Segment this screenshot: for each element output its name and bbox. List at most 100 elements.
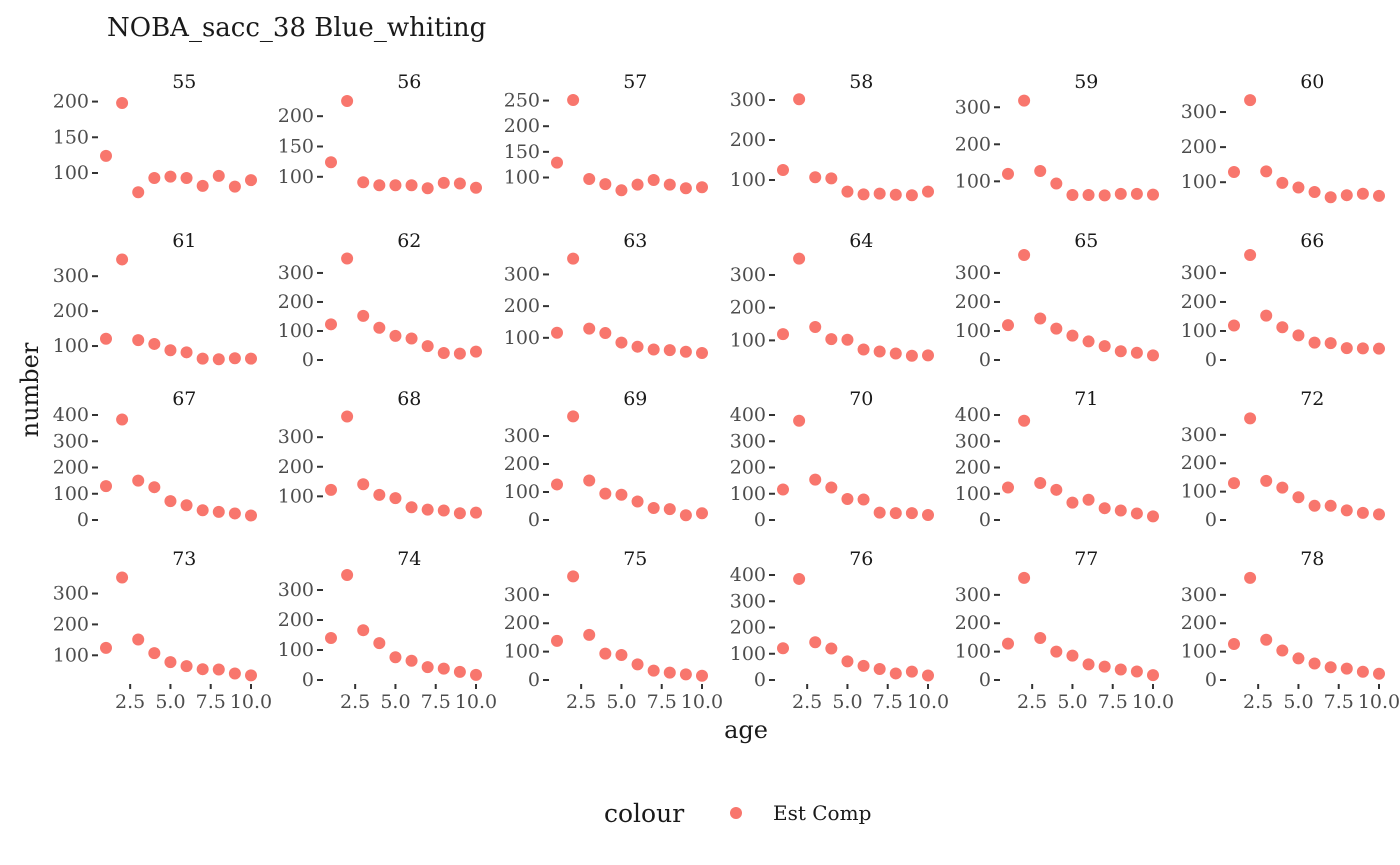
data-point <box>696 347 708 360</box>
facet-panel-63: 63 100 200 300 <box>504 230 708 360</box>
facet-strip-label: 62 <box>397 230 421 252</box>
data-point <box>1082 493 1095 506</box>
data-point <box>180 660 193 673</box>
y-tick-label: 300 <box>278 262 314 284</box>
y-tick-label: 0 <box>1205 509 1217 531</box>
data-point <box>793 93 806 106</box>
data-point <box>1082 335 1095 348</box>
data-point <box>212 353 225 366</box>
y-tick-label: 300 <box>730 89 766 111</box>
data-point <box>825 481 838 494</box>
x-tick-label: 2.5 <box>792 691 822 713</box>
data-point <box>405 501 418 514</box>
y-tick-label: 200 <box>955 133 991 155</box>
data-point <box>180 346 193 359</box>
y-tick-label: 100 <box>1181 641 1217 663</box>
data-point <box>1082 658 1095 671</box>
y-tick-label: 100 <box>955 483 991 505</box>
data-point <box>148 337 161 350</box>
facet-panel-77: 77 0 100 200 300 2.5 5.0 7.5 10.0 <box>955 548 1174 713</box>
data-point <box>389 492 402 505</box>
data-point <box>1260 309 1273 322</box>
data-point <box>405 179 418 192</box>
facet-strip-label: 57 <box>623 71 647 93</box>
legend: colour Est Comp <box>604 799 871 828</box>
y-tick-label: 100 <box>278 639 314 661</box>
data-point <box>873 345 886 358</box>
facet-panel-68: 68 100 200 300 <box>278 388 482 520</box>
data-point <box>421 503 434 516</box>
data-point <box>857 188 870 201</box>
data-point <box>1098 502 1111 515</box>
facet-panel-64: 64 100 200 300 <box>730 230 934 362</box>
y-tick-label: 400 <box>53 404 89 426</box>
data-point <box>245 352 257 365</box>
y-tick-label: 300 <box>504 425 540 447</box>
data-point <box>1018 94 1031 107</box>
data-point <box>1276 176 1289 189</box>
data-point <box>696 669 708 682</box>
y-tick-label: 200 <box>53 457 89 479</box>
facet-strip-label: 78 <box>1300 548 1324 570</box>
data-point <box>1356 506 1369 519</box>
y-tick-label: 0 <box>302 669 314 691</box>
data-point <box>631 658 644 671</box>
data-point <box>551 634 563 647</box>
data-point <box>809 320 822 333</box>
data-point <box>1373 508 1385 521</box>
y-tick-label: 200 <box>955 612 991 634</box>
data-point <box>212 169 225 182</box>
data-point <box>1114 663 1127 676</box>
data-point <box>567 252 580 265</box>
data-point <box>1228 319 1240 332</box>
data-point <box>325 318 337 331</box>
y-tick-label: 0 <box>979 349 991 371</box>
y-axis-title: number <box>16 342 44 437</box>
data-point <box>825 642 838 655</box>
x-tick-label: 2.5 <box>115 691 145 713</box>
data-point <box>889 667 902 680</box>
facet-strip-label: 56 <box>397 71 421 93</box>
data-point <box>922 349 934 362</box>
y-tick-label: 200 <box>53 613 89 635</box>
y-tick-label: 200 <box>504 295 540 317</box>
chart-title: NOBA_sacc_38 Blue_whiting <box>107 13 486 43</box>
data-point <box>1356 342 1369 355</box>
data-point <box>437 504 450 517</box>
facet-panel-78: 78 0 100 200 300 2.5 5.0 7.5 10.0 <box>1181 548 1400 713</box>
x-tick-label: 2.5 <box>1243 691 1273 713</box>
y-tick-label: 300 <box>278 426 314 448</box>
facet-panel-62: 62 0 100 200 300 <box>278 230 482 371</box>
facet-panel-58: 58 100 200 300 <box>730 71 934 202</box>
y-tick-label: 100 <box>278 485 314 507</box>
data-point <box>470 506 482 519</box>
data-point <box>1324 191 1337 204</box>
facet-panel-73: 73 100 200 300 2.5 5.0 7.5 10.0 <box>53 548 272 713</box>
facet-strip-label: 68 <box>397 388 421 410</box>
data-point <box>922 185 934 198</box>
y-tick-label: 300 <box>955 96 991 118</box>
data-point <box>1228 166 1240 179</box>
data-point <box>583 173 596 186</box>
y-tick-label: 0 <box>979 509 991 531</box>
data-point <box>1130 346 1143 359</box>
data-point <box>889 347 902 360</box>
data-point <box>873 187 886 200</box>
data-point <box>551 326 563 339</box>
legend-key-est-comp <box>730 807 742 819</box>
y-tick-label: 200 <box>504 453 540 475</box>
facet-strip-label: 67 <box>172 388 196 410</box>
data-point <box>132 474 145 487</box>
data-point <box>599 178 612 191</box>
data-point <box>373 321 386 334</box>
facet-strip-label: 74 <box>397 548 421 570</box>
data-point <box>696 181 708 194</box>
data-point <box>1244 248 1257 261</box>
x-tick-label: 7.5 <box>196 691 226 713</box>
data-point <box>196 663 209 676</box>
facet-panel-65: 65 0 100 200 300 <box>955 230 1159 371</box>
data-point <box>1373 189 1385 202</box>
data-point <box>1098 340 1111 353</box>
facet-strip-label: 63 <box>623 230 647 252</box>
data-point <box>873 506 886 519</box>
